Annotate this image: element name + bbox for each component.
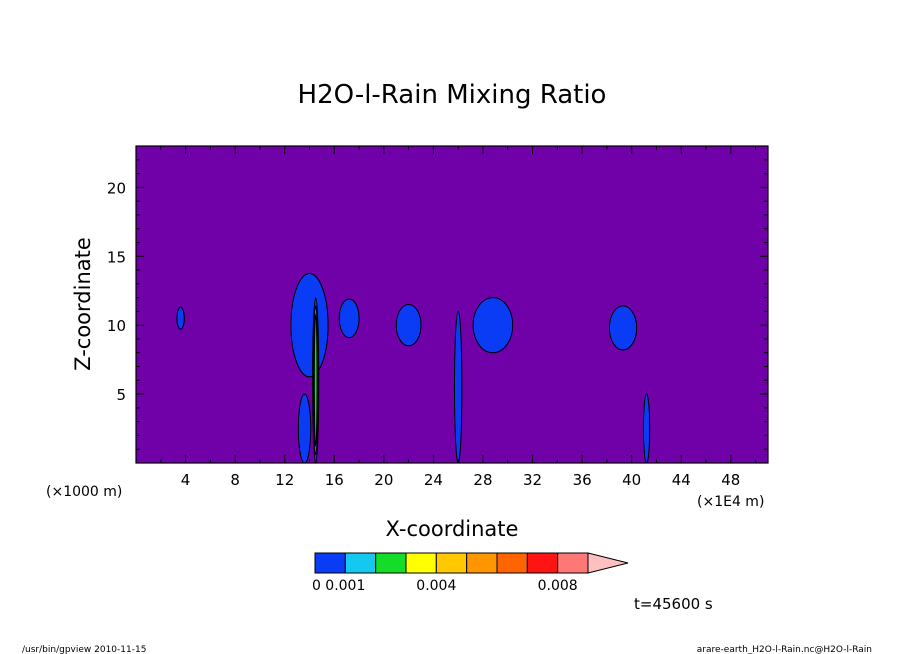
- contour-cell: [290, 272, 329, 378]
- colorbar-label: 0.001: [325, 578, 365, 594]
- colorbar-label-prefix: 0: [312, 578, 321, 594]
- footer-program: /usr/bin/gpview 2010-11-15: [22, 645, 146, 654]
- x-tick-label: 36: [573, 471, 592, 489]
- contour-cell: [642, 393, 651, 463]
- colorbar-swatch: [526, 552, 559, 574]
- contour-features: [176, 272, 651, 463]
- colorbar-label: 0.004: [416, 578, 456, 594]
- x-tick-label: 24: [424, 471, 443, 489]
- colorbar-swatch: [405, 552, 437, 574]
- x-tick-label: 12: [275, 471, 294, 489]
- contour-cell: [297, 393, 312, 463]
- contour-cell: [395, 304, 422, 347]
- x-tick-label: 44: [672, 471, 691, 489]
- y-tick-label: 20: [107, 179, 126, 197]
- contour-cell: [453, 310, 463, 463]
- x-tick-label: 32: [523, 471, 542, 489]
- x-unit-right: (×1E4 m): [697, 494, 764, 510]
- contour-cell: [313, 313, 318, 447]
- time-label: t=45600 s: [634, 595, 713, 613]
- x-tick-label: 20: [374, 471, 393, 489]
- colorbar-labels: 0 0.001 0.004 0.008: [312, 578, 578, 594]
- y-tick-label: 15: [107, 248, 126, 266]
- contour-cell: [338, 298, 360, 339]
- x-tick-labels: 4 8 12 16 20 24 28 32 36 40 44 48: [181, 471, 741, 489]
- colorbar-swatch: [375, 552, 407, 574]
- x-tick-label: 48: [721, 471, 740, 489]
- colorbar-swatch: [314, 552, 346, 574]
- plot-background: [136, 146, 768, 463]
- contour-cell: [608, 305, 638, 351]
- x-axis-label: X-coordinate: [386, 517, 519, 541]
- footer-source: arare-earth_H2O-l-Rain.nc@H2O-l-Rain: [697, 645, 872, 654]
- colorbar-swatch: [557, 552, 589, 574]
- y-tick-label: 5: [116, 386, 126, 404]
- plot-frame: [135, 145, 769, 464]
- axis-ticks: [136, 146, 768, 463]
- colorbar-extend-arrow: [587, 552, 629, 574]
- colorbar-swatch: [435, 552, 468, 574]
- x-tick-label: 40: [622, 471, 641, 489]
- chart-title: H2O-l-Rain Mixing Ratio: [298, 80, 607, 110]
- colorbar-swatch: [344, 552, 377, 574]
- x-tick-label: 8: [230, 471, 240, 489]
- x-unit-left: (×1000 m): [46, 484, 122, 500]
- y-tick-labels: 5 10 15 20: [107, 179, 126, 404]
- colorbar-label: 0.008: [538, 578, 578, 594]
- colorbar-swatch: [496, 552, 528, 574]
- x-tick-label: 28: [473, 471, 492, 489]
- colorbar: [314, 552, 629, 574]
- y-tick-label: 10: [107, 317, 126, 335]
- contour-cell: [472, 297, 514, 354]
- contour-cell: [176, 306, 185, 330]
- x-tick-label: 4: [181, 471, 191, 489]
- x-tick-label: 16: [325, 471, 344, 489]
- colorbar-swatch: [466, 552, 498, 574]
- y-axis-label: Z-coordinate: [71, 237, 95, 371]
